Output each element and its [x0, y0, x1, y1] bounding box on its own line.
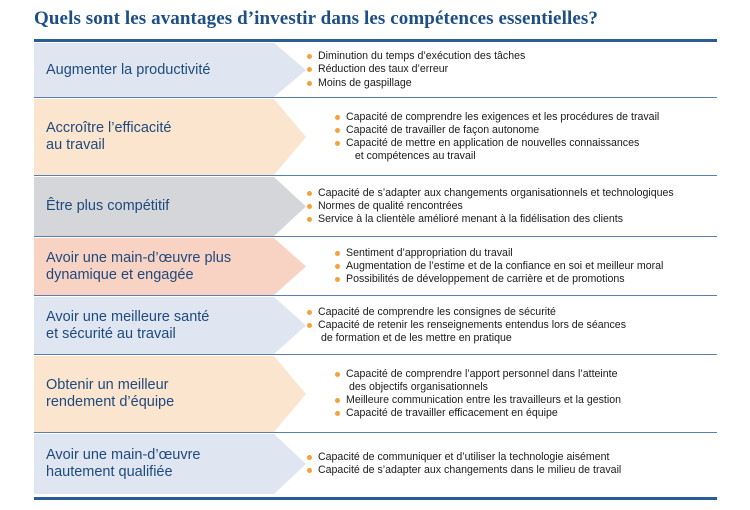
benefit-label: Obtenir un meilleur rendement d’équipe: [46, 377, 175, 410]
benefit-row: Augmenter la productivité Diminution du t…: [34, 43, 717, 97]
benefit-detail-item: Normes de qualité rencontrées: [306, 200, 717, 213]
benefit-detail-item: Augmentation de l’estime et de la confia…: [334, 260, 717, 273]
benefit-detail-item: Capacité de mettre en application de nou…: [334, 137, 717, 163]
benefit-detail-item: Diminution du temps d’exécution des tâch…: [306, 50, 717, 63]
benefit-label: Avoir une main-d’œuvre hautement qualifi…: [46, 447, 201, 480]
benefit-details-list: Sentiment d’appropriation du travail Augm…: [334, 238, 717, 295]
row-separator: [34, 295, 717, 296]
row-arrow-background: [34, 297, 306, 354]
benefit-details-list: Capacité de s’adapter aux changements or…: [306, 177, 717, 236]
benefit-detail-item: Possibilités de développement de carrièr…: [334, 273, 717, 286]
benefit-label: Avoir une meilleure santé et sécurité au…: [46, 308, 210, 342]
benefit-label: Augmenter la productivité: [46, 61, 211, 78]
benefit-detail-item: Réduction des taux d’erreur: [306, 63, 717, 76]
benefit-label: Accroître l’efficacité au travail: [46, 120, 172, 153]
page-title: Quels sont les avantages d’investir dans…: [34, 8, 598, 29]
row-arrow-background: [34, 99, 306, 175]
benefit-detail-item: Moins de gaspillage: [306, 77, 717, 90]
benefit-detail-item: Capacité de communiquer et d’utiliser la…: [306, 451, 717, 464]
benefit-details-list: Capacité de communiquer et d’utiliser la…: [306, 434, 717, 494]
benefit-row: Obtenir un meilleur rendement d’équipe Ca…: [34, 356, 717, 432]
benefit-details-list: Capacité de comprendre les exigences et …: [334, 99, 717, 175]
benefit-row: Avoir une main-d’œuvre hautement qualifi…: [34, 434, 717, 494]
benefit-detail-item: Capacité de travailler efficacement en é…: [334, 407, 717, 420]
benefit-row: Être plus compétitif Capacité de s’adapte…: [34, 177, 717, 236]
row-separator: [34, 354, 717, 355]
benefit-detail-item: Meilleure communication entre les travai…: [334, 394, 717, 407]
benefit-detail-item: Capacité de s’adapter aux changements da…: [306, 464, 717, 477]
bottom-rule: [34, 497, 717, 500]
benefit-row: Accroître l’efficacité au travail Capacit…: [34, 99, 717, 175]
benefit-row: Avoir une main-d’œuvre plus dynamique et…: [34, 238, 717, 295]
row-arrow-background: [34, 238, 306, 295]
row-arrow-background: [34, 43, 306, 97]
benefit-label: Avoir une main-d’œuvre plus dynamique et…: [46, 249, 232, 283]
benefit-details-list: Capacité de comprendre les consignes de …: [306, 297, 717, 354]
benefit-detail-item: Capacité de comprendre les consignes de …: [306, 306, 717, 319]
benefit-detail-item: Service à la clientèle amélioré menant à…: [306, 213, 717, 226]
row-separator: [34, 432, 717, 433]
benefit-detail-item: Capacité de retenir les renseignements e…: [306, 319, 717, 345]
benefit-detail-item: Capacité de comprendre les exigences et …: [334, 111, 717, 124]
benefit-detail-item: Capacité de travailler de façon autonome: [334, 124, 717, 137]
benefit-details-list: Diminution du temps d’exécution des tâch…: [306, 43, 717, 97]
row-separator: [34, 97, 717, 98]
top-rule: [34, 39, 717, 42]
benefit-details-list: Capacité de comprendre l’apport personne…: [334, 356, 717, 432]
benefit-detail-item: Sentiment d’appropriation du travail: [334, 247, 717, 260]
benefit-row: Avoir une meilleure santé et sécurité au…: [34, 297, 717, 354]
row-separator: [34, 175, 717, 176]
row-arrow-background: [34, 356, 306, 432]
benefit-detail-item: Capacité de comprendre l’apport personne…: [334, 368, 717, 394]
benefit-detail-item: Capacité de s’adapter aux changements or…: [306, 187, 717, 200]
benefit-label: Être plus compétitif: [46, 198, 170, 214]
row-arrow-background: [34, 177, 306, 236]
row-separator: [34, 236, 717, 237]
row-arrow-background: [34, 434, 306, 494]
